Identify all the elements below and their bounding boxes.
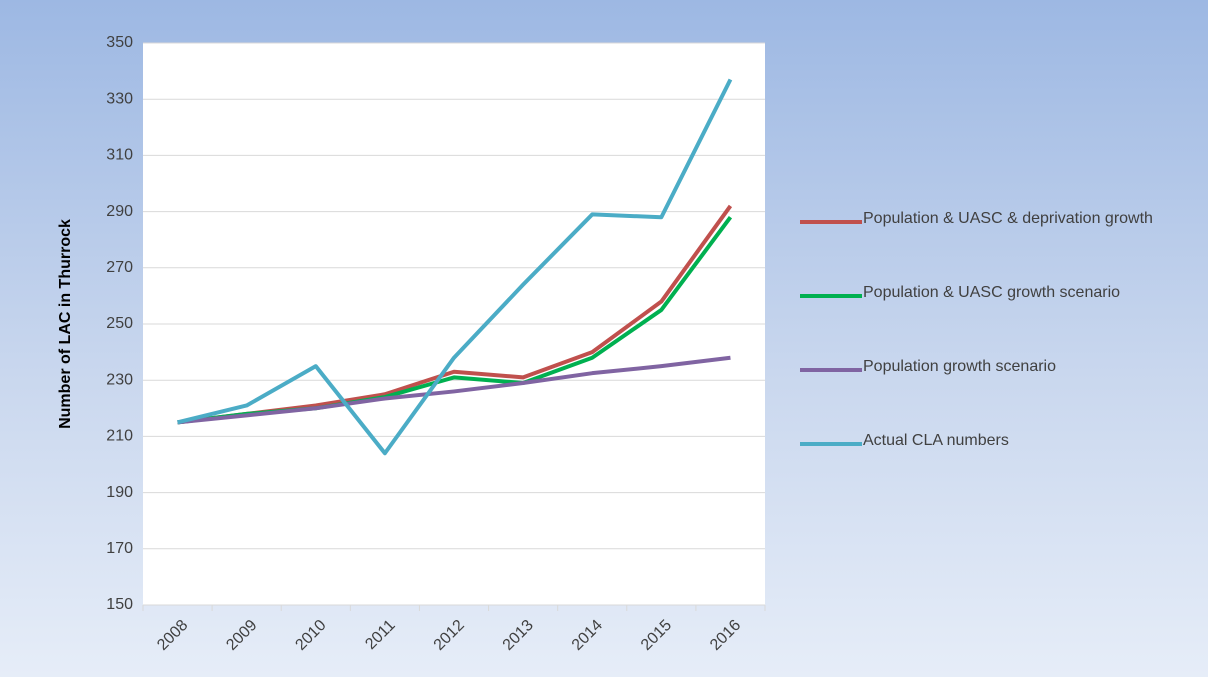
x-tick-label: 2013: [500, 617, 537, 654]
x-tick-label: 2010: [292, 617, 329, 654]
x-tick-label: 2009: [223, 617, 260, 654]
y-tick-label: 270: [106, 259, 133, 276]
legend-entry: Population & UASC growth scenario: [800, 280, 1200, 354]
x-tick-label: 2011: [362, 617, 398, 653]
x-tick-label: 2016: [707, 617, 744, 654]
legend-swatch: [800, 442, 862, 446]
y-tick-label: 330: [106, 90, 133, 107]
y-tick-label: 290: [106, 203, 133, 220]
legend-label: Population growth scenario: [863, 358, 1057, 375]
legend-label: Actual CLA numbers: [863, 432, 1009, 449]
series-line: [177, 78, 733, 456]
y-axis-title: Number of LAC in Thurrock: [57, 219, 74, 429]
legend-label: Population & UASC & deprivation growth: [863, 210, 1153, 227]
x-tick-label: 2012: [431, 617, 468, 654]
y-tick-label: 170: [106, 540, 133, 557]
x-tick-label: 2008: [154, 617, 191, 654]
y-tick-label: 210: [106, 428, 133, 445]
legend-entry: Population & UASC & deprivation growth: [800, 206, 1200, 280]
x-tick-label: 2014: [569, 617, 606, 654]
y-tick-label: 190: [106, 484, 133, 501]
x-tick-label: 2015: [638, 617, 675, 654]
legend-swatch: [800, 368, 862, 372]
legend-swatch: [800, 220, 862, 224]
legend-label: Population & UASC growth scenario: [863, 284, 1121, 301]
series-line: [177, 355, 731, 425]
y-tick-label: 150: [106, 596, 133, 613]
y-tick-label: 310: [106, 147, 133, 164]
legend: Population & UASC & deprivation growth Po…: [800, 206, 1200, 502]
y-tick-label: 250: [106, 315, 133, 332]
y-tick-label: 230: [106, 371, 133, 388]
legend-entry: Actual CLA numbers: [800, 428, 1200, 502]
y-tick-label: 350: [106, 34, 133, 51]
legend-entry: Population growth scenario: [800, 354, 1200, 428]
legend-swatch: [800, 294, 862, 298]
